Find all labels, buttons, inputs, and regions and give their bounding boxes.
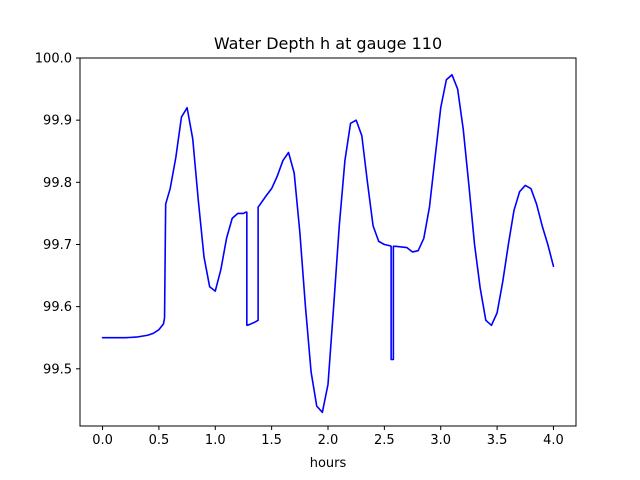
series-layer (101, 73, 555, 414)
x-tick-label: 3.0 (430, 433, 451, 448)
x-tick-label: 3.5 (487, 433, 508, 448)
y-tick-label: 99.9 (43, 114, 72, 129)
plot-frame (79, 57, 577, 427)
x-tick-label: 4.0 (543, 433, 564, 448)
x-axis-label: hours (310, 456, 347, 471)
series-line-0 (101, 73, 555, 414)
y-tick-label: 99.8 (43, 176, 72, 191)
x-tick-label: 0.0 (92, 433, 113, 448)
x-tick-label: 2.5 (374, 433, 395, 448)
y-tick-label: 100.0 (35, 52, 72, 67)
y-tick-label: 99.7 (43, 238, 72, 253)
x-tick-label: 0.5 (149, 433, 170, 448)
x-tick-label: 2.0 (318, 433, 339, 448)
x-tick-label: 1.0 (205, 433, 226, 448)
ticks-layer: 0.0 0.5 1.0 1.5 2.0 2.5 3.0 3.5 4.0 99.5 99.6 99.7 9… (35, 52, 564, 449)
chart-title: Water Depth h at gauge 110 (214, 34, 442, 53)
y-tick-label: 99.6 (43, 300, 72, 315)
y-tick-label: 99.5 (43, 362, 72, 377)
x-tick-label: 1.5 (261, 433, 282, 448)
